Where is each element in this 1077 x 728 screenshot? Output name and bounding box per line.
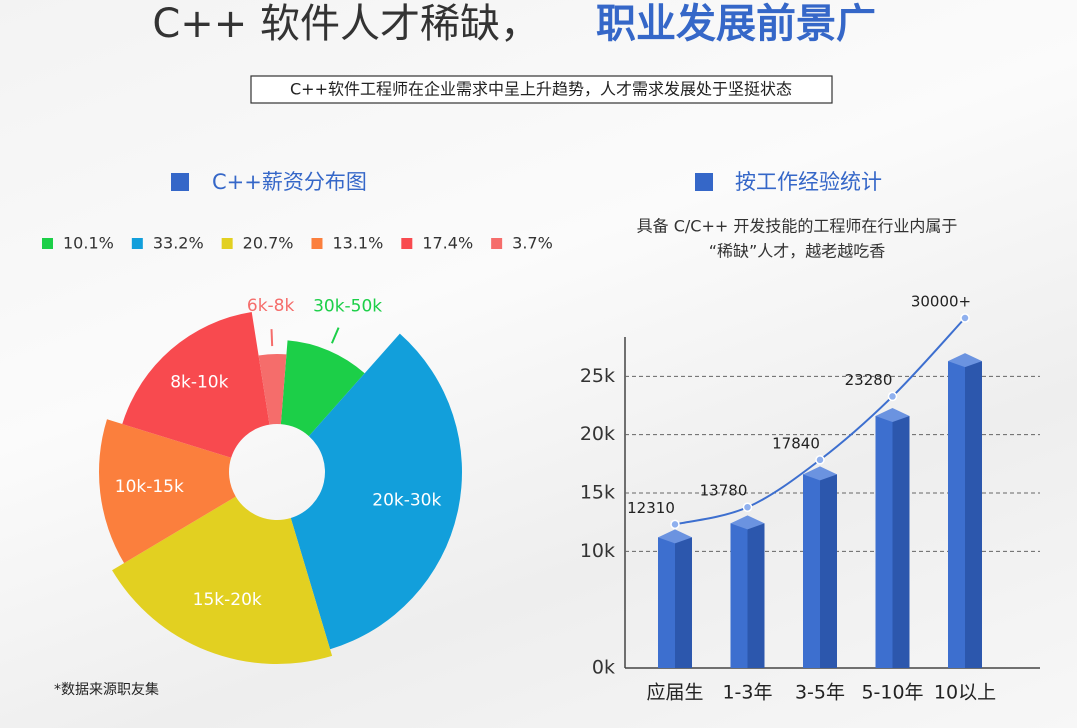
y-tick-label: 25k [580, 365, 615, 387]
data-label: 13780 [700, 482, 748, 500]
pie-slice [290, 333, 462, 650]
title-highlight: 职业发展前景广 [596, 1, 876, 47]
pie-slice [258, 354, 287, 425]
pie-slice [112, 496, 333, 664]
legend-swatch [131, 238, 143, 249]
x-tick-label: 应届生 [646, 682, 703, 704]
data-label: 17840 [772, 434, 820, 452]
legend-label: 10.1% [63, 234, 114, 253]
bar-face [803, 466, 837, 481]
title-icon [171, 173, 189, 191]
bar-face [875, 408, 910, 422]
pie-slice [122, 311, 270, 458]
data-label: 23280 [845, 371, 893, 389]
legend-swatch [42, 238, 53, 249]
subtitle-box [250, 75, 833, 104]
legend-swatch [221, 238, 233, 249]
bar [803, 466, 837, 668]
slice-label: 20k-30k [372, 491, 441, 511]
pie-slice [280, 340, 365, 437]
y-tick-label: 15k [580, 482, 615, 504]
line-point [815, 455, 825, 465]
bar-face [803, 474, 820, 668]
legend-label: 3.7% [512, 234, 553, 253]
data-label: 30000+ [911, 293, 971, 311]
line-point [742, 502, 753, 512]
bar-face [747, 523, 765, 668]
slice-label: 10k-15k [115, 477, 184, 497]
slice-label: 8k-10k [170, 372, 228, 392]
y-tick-label: 10k [580, 540, 615, 562]
bar-face [730, 523, 748, 668]
slice-label: 6k-8k [247, 296, 295, 316]
x-tick-label: 5-10年 [861, 682, 923, 704]
bar-face [948, 353, 982, 368]
bar-face [675, 537, 692, 668]
legend-label: 17.4% [422, 234, 473, 253]
legend-label: 20.7% [243, 234, 294, 253]
slice-label: 30k-50k [313, 296, 382, 316]
bar [875, 408, 910, 668]
bar-face [658, 529, 692, 544]
legend-label: 13.1% [332, 234, 383, 253]
bar-face [658, 537, 675, 668]
bar-face [875, 416, 893, 668]
slice-label: 15k-20k [193, 590, 262, 610]
line-point [670, 519, 680, 530]
bar-face [892, 416, 910, 668]
line-point [960, 313, 970, 323]
y-tick-label: 20k [580, 423, 615, 445]
leader-line [331, 327, 340, 344]
legend-swatch [311, 238, 323, 249]
bar [658, 529, 692, 668]
legend-label: 33.2% [153, 234, 204, 253]
chart-subtitle: “稀缺”人才，越老越吃香 [709, 242, 886, 261]
legend-swatch [491, 238, 503, 249]
x-tick-label: 10以上 [934, 682, 996, 704]
chart-title: 按工作经验统计 [735, 170, 882, 194]
bar-face [820, 474, 837, 668]
y-tick-label: 0k [592, 657, 615, 679]
title-icon [695, 173, 713, 191]
bar-face [948, 361, 965, 668]
chart-subtitle: 具备 C/C++ 开发技能的工程师在行业内属于 [637, 217, 958, 236]
x-tick-label: 3-5年 [795, 682, 845, 704]
line-point [887, 391, 898, 402]
bar [948, 353, 982, 668]
x-tick-label: 1-3年 [722, 682, 772, 704]
legend-swatch [401, 238, 413, 249]
footnote: *数据来源职友集 [54, 681, 159, 698]
bar [730, 515, 765, 668]
bar-face [730, 515, 765, 530]
data-label: 12310 [627, 499, 675, 517]
leader-line [270, 329, 274, 347]
title: C++ 软件人才稀缺， [152, 1, 540, 47]
subtitle: C++软件工程师在企业需求中呈上升趋势，人才需求发展处于坚挺状态 [290, 80, 792, 99]
chart-title: C++薪资分布图 [212, 170, 367, 194]
bar-face [965, 361, 982, 668]
pie-slice [99, 419, 236, 564]
